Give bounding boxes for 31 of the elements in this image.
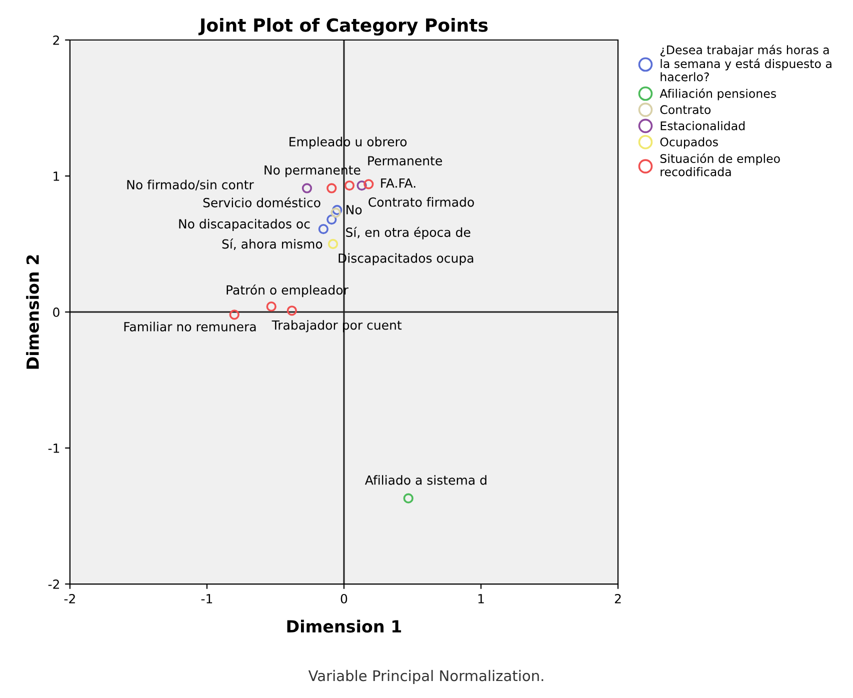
annotation: Familiar no remunera bbox=[124, 322, 256, 332]
y-axis-title: Dimension 2 bbox=[26, 255, 39, 369]
legend-label: Ocupados bbox=[660, 137, 718, 149]
legend-label: ¿Desea trabajar más horas a la semana y está dispuesto a hacerlo? bbox=[660, 44, 832, 82]
annotation: FA.FA. bbox=[381, 178, 416, 188]
legend-label: Contrato bbox=[660, 105, 711, 114]
chart-title: Joint Plot of Category Points bbox=[198, 18, 488, 36]
y-tick-label: 0 bbox=[53, 307, 60, 317]
y-tick-label: 1 bbox=[54, 172, 60, 181]
x-tick-label: -2 bbox=[64, 594, 75, 604]
annotation: Servicio doméstico bbox=[203, 197, 320, 208]
x-tick-label: 0 bbox=[340, 594, 348, 604]
text: Variable Principal Normalization. bbox=[308, 670, 544, 684]
legend-label: Afiliación pensiones bbox=[660, 88, 776, 100]
x-tick-label: 1 bbox=[478, 594, 484, 604]
y-tick-label: 2 bbox=[53, 35, 59, 45]
annotation: No bbox=[346, 205, 362, 214]
y-tick-label: -2 bbox=[48, 579, 59, 589]
annotation: No discapacitados oc bbox=[179, 218, 310, 232]
x-tick-label: -1 bbox=[201, 594, 212, 604]
legend-label: Situación de empleo recodificada bbox=[660, 153, 780, 176]
annotation: Sí, en otra época de bbox=[346, 226, 470, 240]
x-axis-title: Dimension 1 bbox=[287, 620, 402, 633]
annotation: Contrato firmado bbox=[368, 197, 474, 207]
annotation: No firmado/sin contr bbox=[127, 180, 254, 190]
y-tick-label: -1 bbox=[48, 444, 60, 453]
annotation: Sí, ahora mismo bbox=[222, 238, 322, 250]
legend-label: Estacionalidad bbox=[660, 121, 745, 130]
annotation: Permanente bbox=[368, 156, 442, 166]
x-tick-label: 2 bbox=[614, 594, 621, 604]
annotation: Afiliado a sistema d bbox=[364, 475, 486, 485]
